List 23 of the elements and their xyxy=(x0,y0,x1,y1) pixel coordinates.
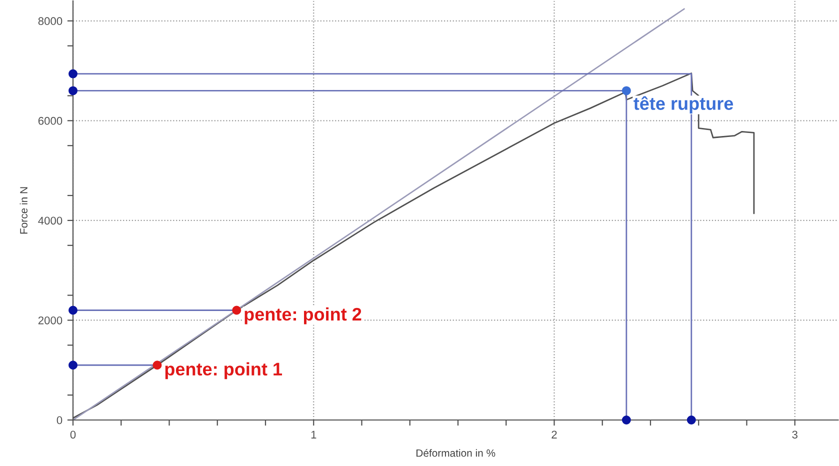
x-tick-label: 1 xyxy=(311,430,316,438)
annotation: pente: point 2 xyxy=(244,307,362,324)
x-axis-title: Déformation in % xyxy=(416,448,496,457)
y-axis-title: Force in N xyxy=(20,187,28,234)
y-tick-label: 8000 xyxy=(38,17,62,26)
annotation: tête rupture xyxy=(634,96,734,114)
point xyxy=(622,416,631,424)
point xyxy=(68,86,78,96)
point xyxy=(232,306,242,315)
point xyxy=(68,69,78,78)
point xyxy=(68,360,78,370)
y-tick-label: 2000 xyxy=(38,316,62,324)
y-tick-label: 4000 xyxy=(38,216,62,225)
annotation: pente: point 1 xyxy=(165,362,282,380)
x-tick-label: 2 xyxy=(552,430,557,438)
point xyxy=(152,360,162,370)
x-tick-label: 0 xyxy=(70,430,76,439)
point xyxy=(686,416,696,424)
point xyxy=(68,306,78,315)
y-tick-label: 6000 xyxy=(38,116,62,125)
x-tick-label: 3 xyxy=(792,430,798,439)
point xyxy=(622,86,631,96)
y-tick-label: 0 xyxy=(56,416,62,424)
